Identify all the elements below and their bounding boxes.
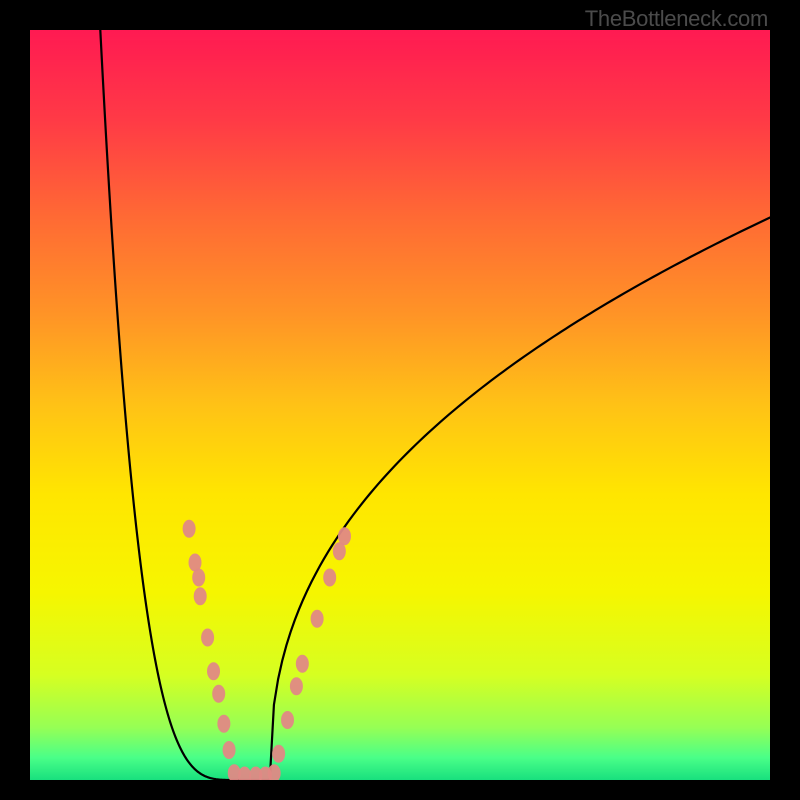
data-marker — [201, 629, 214, 647]
watermark-text: TheBottleneck.com — [585, 6, 768, 32]
data-marker — [194, 587, 207, 605]
data-marker — [272, 745, 285, 763]
data-marker — [192, 569, 205, 587]
gradient-background — [30, 30, 770, 780]
data-marker — [217, 715, 230, 733]
data-marker — [207, 662, 220, 680]
chart-svg — [30, 30, 770, 780]
data-marker — [323, 569, 336, 587]
data-marker — [212, 685, 225, 703]
data-marker — [223, 741, 236, 759]
data-marker — [281, 711, 294, 729]
plot-area — [30, 30, 770, 780]
data-marker — [183, 520, 196, 538]
data-marker — [311, 610, 324, 628]
chart-frame: TheBottleneck.com — [0, 0, 800, 800]
data-marker — [290, 677, 303, 695]
data-marker — [296, 655, 309, 673]
data-marker — [338, 527, 351, 545]
